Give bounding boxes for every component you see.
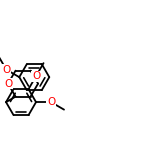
Text: O: O: [4, 79, 12, 89]
Text: O: O: [32, 71, 40, 81]
Text: O: O: [2, 65, 10, 75]
Text: O: O: [47, 97, 55, 107]
